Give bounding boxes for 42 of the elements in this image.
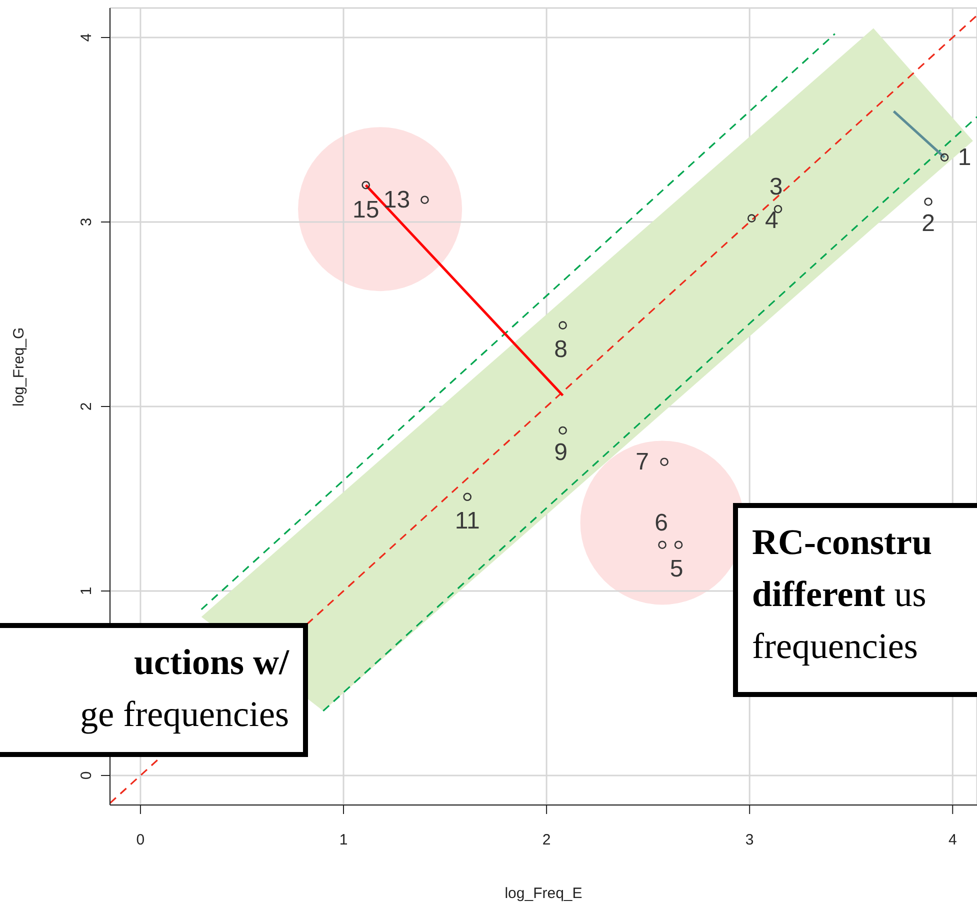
annotation: 4 [764,206,778,234]
annotation: ge frequencies [80,694,289,734]
point [924,198,932,206]
annotation: 6 [654,509,668,536]
point [674,540,683,550]
x-tick-label: 0 [136,832,145,849]
point [463,492,472,502]
x-tick-label: 2 [542,832,551,849]
point [747,214,756,222]
x-tick-label: 1 [339,832,348,849]
annotation: 2 [922,210,935,238]
annotation: frequencies [752,626,918,666]
annotation: 5 [670,555,684,582]
y-tick-label: 3 [78,218,95,226]
annotation: us [893,574,926,614]
annotation: 9 [554,438,568,466]
point [660,458,668,466]
annotation: 1 [958,144,972,171]
point [420,196,429,204]
point [558,321,567,330]
point [658,540,666,550]
annotation: 7 [636,448,649,476]
annotation: 11 [454,507,480,534]
y-tick-label: 0 [78,771,95,780]
point [940,153,949,162]
y-tick-label: 1 [78,586,95,596]
annotation: 13 [383,186,410,214]
annotation: 8 [554,336,568,363]
y-tick-label: 4 [78,33,95,42]
point [362,180,370,190]
annotation: 3 [769,174,783,201]
text-box: uctions w/ ge frequencies [0,623,308,757]
annotation: 15 [352,196,380,224]
annotation: uctions w/ [134,642,289,682]
annotation: different [752,574,886,614]
annotation: RC-constru [752,522,932,562]
x-axis-title: log_Freq_E [504,885,582,902]
x-tick-label: 4 [948,832,957,849]
x-tick-label: 3 [745,832,754,849]
y-tick-label: 2 [78,402,95,411]
y-axis-title: log_Freq_G [10,327,28,406]
point [558,426,567,435]
